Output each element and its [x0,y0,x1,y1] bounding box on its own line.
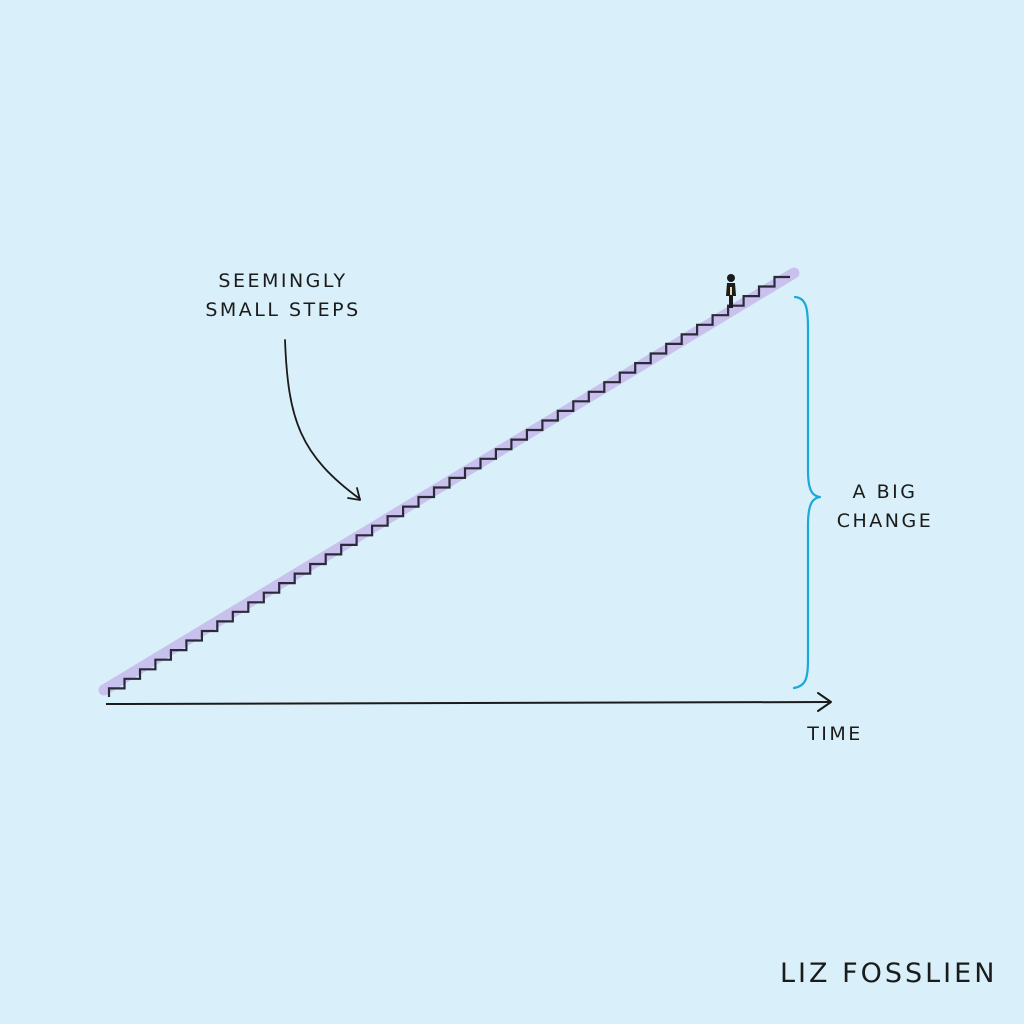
steps-annotation: SEEMINGLY SMALL STEPS [178,267,388,325]
change-annotation-line-2: CHANGE [836,510,934,532]
change-annotation: A BIG CHANGE [820,478,950,536]
curly-brace [792,295,822,690]
time-axis [105,701,831,705]
steps-annotation-line-2: SMALL STEPS [205,299,361,321]
annotation-arrow [284,339,361,500]
steps-annotation-line-1: SEEMINGLY [218,270,348,292]
change-annotation-line-1: A BIG [852,481,918,503]
staircase [107,275,790,697]
annotation-arrowhead [347,487,361,501]
time-axis-arrowhead [817,692,832,712]
artist-signature: LIZ FOSSLIEN [780,958,998,989]
person-icon [726,274,736,308]
time-axis-label: TIME [807,723,863,745]
